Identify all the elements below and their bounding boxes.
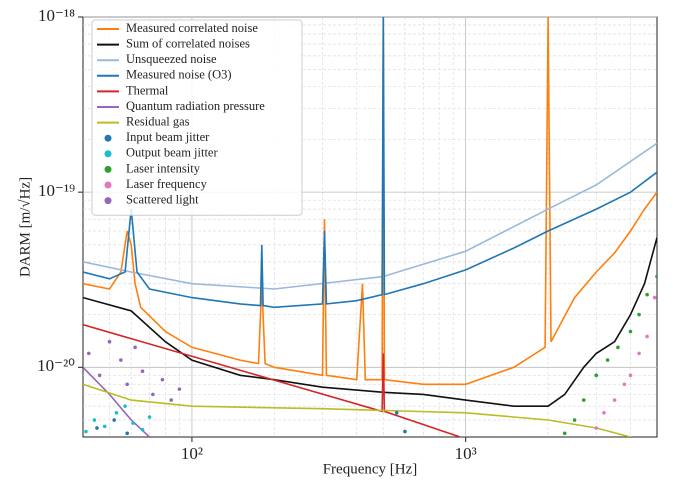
- x-tick-label: 10³: [455, 444, 477, 463]
- legend-label: Measured noise (O3): [126, 68, 232, 82]
- scatter-point: [628, 373, 633, 378]
- scatter-point: [628, 329, 633, 334]
- legend-marker: [104, 197, 112, 205]
- scatter-point: [160, 377, 165, 382]
- scatter-point: [123, 404, 127, 408]
- scatter-point: [605, 358, 610, 362]
- legend-marker: [104, 181, 112, 189]
- legend-marker: [104, 150, 112, 158]
- legend-marker: [104, 165, 112, 173]
- legend-label: Residual gas: [126, 114, 190, 128]
- legend-label: Unsqueezed noise: [126, 52, 217, 66]
- legend-label: Laser intensity: [126, 161, 201, 175]
- scatter-point: [602, 410, 606, 415]
- scatter-point: [95, 426, 99, 430]
- scatter-point: [102, 424, 107, 429]
- scatter-point: [140, 369, 145, 374]
- y-tick-label: 10⁻¹⁸: [38, 6, 75, 25]
- scatter-point: [645, 334, 649, 339]
- axes: 10² 10³ 10⁻²⁰ 10⁻¹⁹ 10⁻¹⁸: [37, 6, 477, 463]
- legend-label: Quantum radiation pressure: [126, 99, 265, 113]
- legend-marker: [104, 134, 112, 142]
- scatter-point: [637, 351, 641, 356]
- series-line: [83, 17, 657, 309]
- series-line: [83, 17, 657, 386]
- series-line: [83, 142, 657, 290]
- x-axis-label: Frequency [Hz]: [323, 461, 418, 477]
- series-line: [83, 323, 463, 437]
- scatter-point: [119, 358, 123, 362]
- legend-label: Input beam jitter: [126, 130, 210, 144]
- scatter-point: [652, 295, 657, 300]
- legend-label: Output beam jitter: [126, 146, 218, 160]
- scatter-point: [107, 339, 112, 344]
- scatter-point: [637, 312, 641, 317]
- scatter-point: [84, 429, 88, 434]
- scatter-point: [97, 373, 102, 378]
- scatter-point: [125, 382, 129, 387]
- legend-label: Laser frequency: [126, 177, 208, 191]
- scatter-point: [87, 351, 91, 356]
- scatter-point: [655, 274, 657, 279]
- scatter-point: [594, 426, 599, 430]
- scatter-point: [612, 398, 617, 402]
- scatter-point: [594, 373, 599, 378]
- y-tick-label: 10⁻¹⁹: [38, 181, 75, 200]
- scatter-point: [581, 398, 586, 402]
- scatter-point: [394, 410, 399, 415]
- scatter-point: [403, 429, 407, 434]
- scatter-point: [622, 382, 627, 387]
- scatter-point: [169, 398, 174, 402]
- series-line: [83, 237, 657, 407]
- series-line: [83, 366, 151, 437]
- scatter-point: [572, 418, 577, 422]
- scatter-point: [562, 431, 567, 436]
- scatter-point: [645, 292, 649, 297]
- scatter-point: [112, 418, 116, 422]
- scatter-point: [147, 415, 152, 419]
- scatter-point: [140, 427, 145, 432]
- scatter-point: [151, 392, 155, 397]
- scatter-point: [125, 431, 129, 436]
- legend-box: [91, 19, 303, 216]
- scatter-point: [92, 418, 97, 422]
- legend-label: Sum of correlated noises: [126, 36, 250, 50]
- legend-label: Scattered light: [126, 192, 199, 206]
- scatter-point: [133, 345, 137, 350]
- scatter-point: [177, 387, 182, 391]
- scatter-point: [131, 421, 135, 425]
- plot: [83, 17, 657, 437]
- scatter-point: [114, 410, 119, 415]
- scatter-point: [616, 345, 620, 350]
- x-tick-label: 10²: [181, 444, 203, 463]
- legend-label: Measured correlated noise: [126, 21, 258, 35]
- y-tick-label: 10⁻²⁰: [37, 356, 75, 375]
- series-line: [83, 383, 631, 437]
- y-axis-label: DARM [m/√Hz]: [17, 177, 33, 277]
- legend-label: Thermal: [126, 83, 169, 97]
